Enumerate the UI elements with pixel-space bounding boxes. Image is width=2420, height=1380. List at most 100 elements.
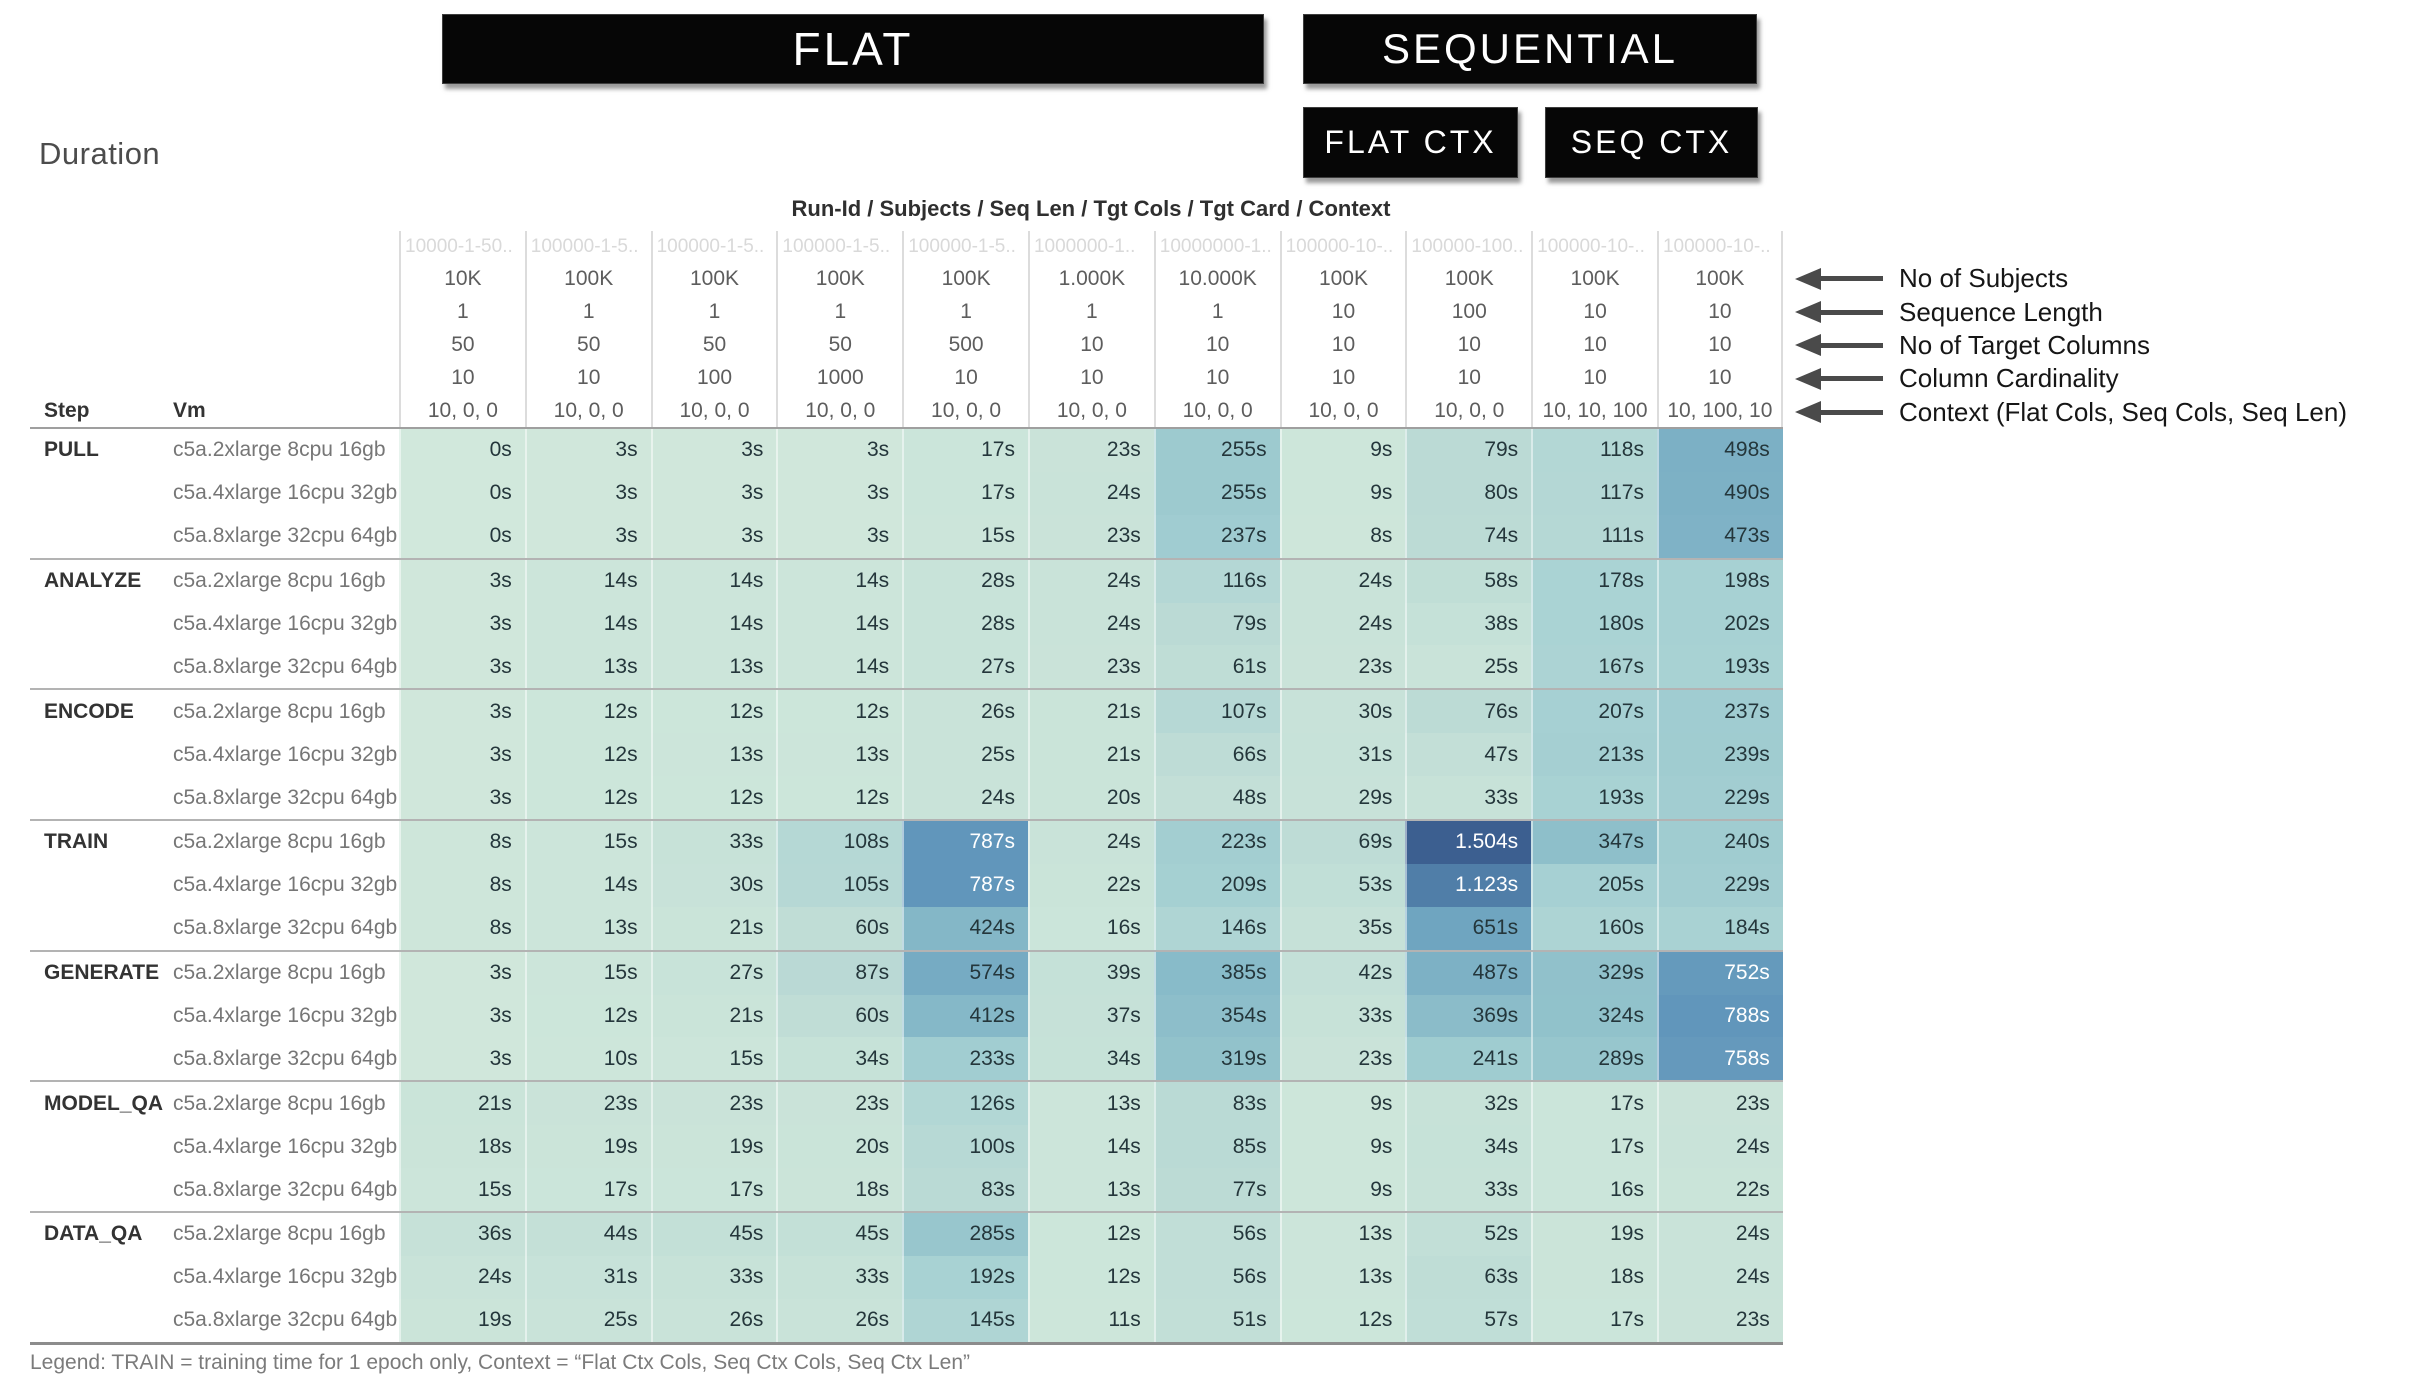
heatmap-cell[interactable]: 1.123s [1405, 863, 1532, 907]
heatmap-cell[interactable]: 53s [1279, 863, 1406, 907]
heatmap-cell[interactable]: 0s [399, 514, 525, 558]
heatmap-cell[interactable]: 233s [902, 1037, 1028, 1081]
heatmap-cell[interactable]: 29s [1279, 776, 1406, 820]
heatmap-cell[interactable]: 118s [1531, 429, 1657, 472]
heatmap-cell[interactable]: 25s [902, 733, 1028, 777]
heatmap-cell[interactable]: 18s [776, 1168, 903, 1212]
heatmap-cell[interactable]: 12s [524, 690, 651, 734]
heatmap-cell[interactable]: 347s [1531, 821, 1657, 864]
heatmap-cell[interactable]: 27s [902, 645, 1028, 689]
heatmap-cell[interactable]: 12s [776, 776, 903, 820]
heatmap-cell[interactable]: 20s [776, 1125, 903, 1169]
heatmap-cell[interactable]: 19s [524, 1125, 651, 1169]
heatmap-cell[interactable]: 79s [1153, 602, 1280, 646]
flat-button[interactable]: FLAT [442, 14, 1264, 84]
heatmap-cell[interactable]: 26s [650, 1298, 777, 1342]
heatmap-cell[interactable]: 24s [1027, 559, 1154, 603]
heatmap-cell[interactable]: 289s [1531, 1037, 1657, 1081]
heatmap-cell[interactable]: 12s [524, 776, 651, 820]
heatmap-cell[interactable]: 66s [1153, 733, 1280, 777]
heatmap-cell[interactable]: 19s [1531, 1213, 1657, 1256]
heatmap-cell[interactable]: 27s [650, 951, 777, 995]
heatmap-cell[interactable]: 58s [1405, 559, 1532, 603]
heatmap-cell[interactable]: 23s [1656, 1082, 1783, 1126]
heatmap-cell[interactable]: 24s [1656, 1255, 1783, 1299]
heatmap-cell[interactable]: 42s [1279, 951, 1406, 995]
heatmap-cell[interactable]: 33s [1279, 994, 1406, 1038]
heatmap-cell[interactable]: 9s [1279, 471, 1406, 515]
heatmap-cell[interactable]: 223s [1153, 821, 1280, 864]
heatmap-cell[interactable]: 17s [902, 471, 1028, 515]
sequential-button[interactable]: SEQUENTIAL [1303, 14, 1757, 84]
heatmap-cell[interactable]: 23s [1027, 514, 1154, 558]
heatmap-cell[interactable]: 116s [1153, 559, 1280, 603]
heatmap-cell[interactable]: 13s [776, 733, 903, 777]
heatmap-cell[interactable]: 285s [902, 1213, 1028, 1256]
heatmap-cell[interactable]: 51s [1153, 1298, 1280, 1342]
heatmap-cell[interactable]: 3s [650, 429, 777, 472]
heatmap-cell[interactable]: 9s [1279, 1168, 1406, 1212]
heatmap-cell[interactable]: 11s [1027, 1298, 1154, 1342]
heatmap-cell[interactable]: 237s [1656, 690, 1783, 734]
heatmap-cell[interactable]: 34s [776, 1037, 903, 1081]
heatmap-cell[interactable]: 17s [1531, 1082, 1657, 1126]
heatmap-cell[interactable]: 329s [1531, 951, 1657, 995]
heatmap-cell[interactable]: 31s [1279, 733, 1406, 777]
heatmap-cell[interactable]: 178s [1531, 559, 1657, 603]
seq-ctx-button[interactable]: SEQ CTX [1545, 107, 1758, 178]
heatmap-cell[interactable]: 83s [1153, 1082, 1280, 1126]
heatmap-cell[interactable]: 83s [902, 1168, 1028, 1212]
heatmap-cell[interactable]: 145s [902, 1298, 1028, 1342]
heatmap-cell[interactable]: 3s [524, 429, 651, 472]
heatmap-cell[interactable]: 13s [524, 906, 651, 950]
heatmap-cell[interactable]: 239s [1656, 733, 1783, 777]
heatmap-cell[interactable]: 229s [1656, 776, 1783, 820]
heatmap-cell[interactable]: 240s [1656, 821, 1783, 864]
heatmap-cell[interactable]: 209s [1153, 863, 1280, 907]
heatmap-cell[interactable]: 18s [1531, 1255, 1657, 1299]
heatmap-cell[interactable]: 63s [1405, 1255, 1532, 1299]
heatmap-cell[interactable]: 198s [1656, 559, 1783, 603]
heatmap-cell[interactable]: 207s [1531, 690, 1657, 734]
heatmap-cell[interactable]: 17s [524, 1168, 651, 1212]
heatmap-cell[interactable]: 69s [1279, 821, 1406, 864]
heatmap-cell[interactable]: 21s [1027, 690, 1154, 734]
heatmap-cell[interactable]: 160s [1531, 906, 1657, 950]
heatmap-cell[interactable]: 13s [524, 645, 651, 689]
heatmap-cell[interactable]: 651s [1405, 906, 1532, 950]
heatmap-cell[interactable]: 87s [776, 951, 903, 995]
heatmap-cell[interactable]: 3s [524, 514, 651, 558]
heatmap-cell[interactable]: 255s [1153, 429, 1280, 472]
heatmap-cell[interactable]: 167s [1531, 645, 1657, 689]
heatmap-cell[interactable]: 35s [1279, 906, 1406, 950]
heatmap-cell[interactable]: 12s [776, 690, 903, 734]
heatmap-cell[interactable]: 319s [1153, 1037, 1280, 1081]
heatmap-cell[interactable]: 25s [1405, 645, 1532, 689]
heatmap-cell[interactable]: 14s [650, 559, 777, 603]
heatmap-cell[interactable]: 24s [1279, 559, 1406, 603]
heatmap-cell[interactable]: 9s [1279, 429, 1406, 472]
heatmap-cell[interactable]: 752s [1656, 951, 1783, 995]
heatmap-cell[interactable]: 12s [1027, 1255, 1154, 1299]
heatmap-cell[interactable]: 16s [1531, 1168, 1657, 1212]
heatmap-cell[interactable]: 16s [1027, 906, 1154, 950]
heatmap-cell[interactable]: 12s [524, 994, 651, 1038]
heatmap-cell[interactable]: 44s [524, 1213, 651, 1256]
heatmap-cell[interactable]: 74s [1405, 514, 1532, 558]
heatmap-cell[interactable]: 13s [650, 733, 777, 777]
heatmap-cell[interactable]: 126s [902, 1082, 1028, 1126]
heatmap-cell[interactable]: 36s [399, 1213, 525, 1256]
heatmap-cell[interactable]: 108s [776, 821, 903, 864]
heatmap-cell[interactable]: 3s [399, 994, 525, 1038]
heatmap-cell[interactable]: 33s [1405, 776, 1532, 820]
heatmap-cell[interactable]: 180s [1531, 602, 1657, 646]
heatmap-cell[interactable]: 37s [1027, 994, 1154, 1038]
heatmap-cell[interactable]: 193s [1656, 645, 1783, 689]
heatmap-cell[interactable]: 9s [1279, 1125, 1406, 1169]
heatmap-cell[interactable]: 412s [902, 994, 1028, 1038]
heatmap-cell[interactable]: 17s [902, 429, 1028, 472]
heatmap-cell[interactable]: 14s [650, 602, 777, 646]
heatmap-cell[interactable]: 17s [1531, 1298, 1657, 1342]
heatmap-cell[interactable]: 80s [1405, 471, 1532, 515]
heatmap-cell[interactable]: 385s [1153, 951, 1280, 995]
